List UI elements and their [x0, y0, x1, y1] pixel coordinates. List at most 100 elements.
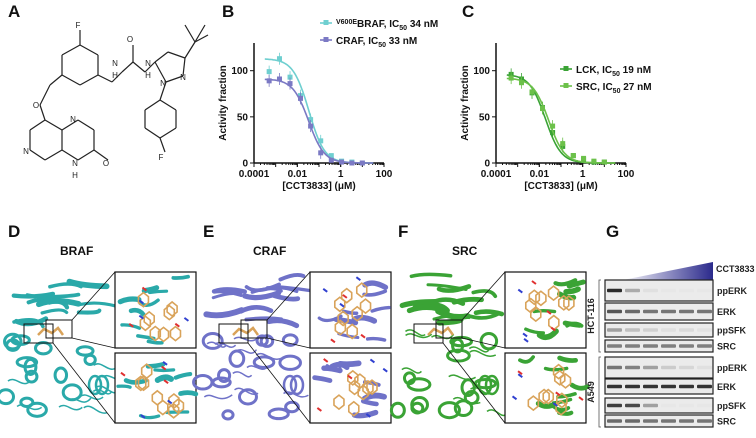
beta-strand	[467, 311, 501, 320]
structure-title-braf: BRAF	[60, 244, 94, 258]
data-point	[529, 89, 535, 95]
ligand-ring	[528, 289, 541, 306]
ligand-ring	[166, 300, 178, 317]
ribbon	[362, 280, 389, 291]
data-point	[539, 106, 545, 112]
beta-strand	[412, 302, 450, 313]
alpha-helix	[75, 345, 95, 357]
atom-label: H	[72, 171, 78, 180]
alpha-helix	[267, 407, 290, 421]
residue-atom	[382, 367, 388, 373]
data-point	[560, 141, 566, 147]
alpha-helix	[410, 401, 425, 415]
protein-band	[679, 288, 694, 293]
beta-strand	[266, 318, 300, 329]
data-point	[601, 159, 607, 165]
data-point	[359, 160, 365, 166]
concentration-gradient-triangle	[618, 262, 713, 281]
ribbon	[116, 384, 132, 389]
protein-band	[625, 328, 640, 332]
bond	[39, 104, 46, 121]
bond	[154, 51, 169, 63]
bond	[159, 99, 177, 111]
residue-atom	[552, 402, 558, 407]
data-point	[287, 81, 293, 87]
protein-band	[679, 365, 694, 370]
alpha-helix	[484, 374, 500, 396]
protein-panel-craf	[192, 271, 392, 424]
protein-band	[607, 328, 622, 332]
ribbon	[536, 328, 559, 341]
legend-subscript: 50	[613, 88, 621, 95]
loop	[233, 336, 260, 342]
blot-row-label: ppSFK	[717, 326, 746, 336]
protein-band	[661, 288, 676, 293]
legend-subscript: 50	[399, 25, 407, 32]
protein-band	[625, 384, 640, 389]
bond	[79, 44, 99, 56]
panel-label-d: D	[8, 222, 21, 241]
beta-strand	[279, 285, 311, 293]
x-tick-label: 0.01	[530, 169, 550, 180]
chart-c: 0 50 100 0.0001 0.01 1 100 [CCT3833] (μM) Activi…	[460, 43, 652, 192]
alpha-helix	[26, 401, 48, 418]
ribbon	[524, 327, 546, 335]
ribbon	[147, 289, 169, 295]
blot-row-label: ppSFK	[717, 401, 746, 411]
ribbon	[360, 398, 379, 407]
data-point	[328, 157, 334, 163]
ligand-ring	[140, 363, 153, 380]
residue-atom	[355, 276, 361, 282]
atom-label: N	[72, 159, 78, 168]
protein-band	[661, 309, 676, 314]
panel-label-a: A	[8, 2, 21, 21]
connector-line	[71, 271, 116, 321]
ligand-ring	[542, 388, 555, 405]
x-tick-label: 100	[618, 169, 635, 180]
ligand-ring	[137, 291, 150, 308]
inset-bottom	[114, 352, 199, 424]
atom-label: N	[23, 147, 29, 156]
data-point	[318, 150, 324, 156]
data-point	[339, 159, 345, 165]
alpha-helix	[0, 388, 16, 406]
bond	[111, 71, 123, 83]
residue-atom	[369, 358, 376, 364]
residue-atom	[347, 374, 353, 380]
ribbon	[351, 409, 379, 419]
alpha-helix	[406, 377, 432, 392]
protein-band	[661, 403, 676, 408]
atom-label: O	[127, 35, 133, 44]
ligand-ring	[538, 388, 550, 405]
ligand-ring	[529, 306, 542, 323]
atom-label: N	[112, 59, 118, 68]
blot-row-label: ERK	[717, 382, 737, 392]
inset-bottom	[504, 352, 590, 424]
residue-atom	[342, 294, 348, 299]
protein-band	[661, 384, 676, 389]
y-tick-label: 50	[479, 112, 491, 123]
ribbon	[178, 390, 199, 397]
structure-title-craf: CRAF	[253, 244, 287, 258]
protein-band	[607, 384, 622, 389]
legend-marker	[323, 37, 329, 42]
x-tick-label: 0.0001	[481, 169, 512, 180]
residue-atom	[522, 332, 528, 338]
loop	[452, 397, 481, 405]
legend-name: BRAF, IC	[357, 19, 399, 30]
bond	[49, 74, 63, 86]
ligand-ring	[524, 297, 537, 314]
connector-line	[266, 337, 311, 349]
legend-subscript: 50	[612, 71, 620, 78]
bond	[121, 61, 134, 73]
bond	[144, 61, 156, 73]
residue-atom	[174, 322, 180, 328]
beta-strand	[76, 308, 102, 315]
data-point	[508, 75, 514, 81]
ribbon	[553, 278, 578, 287]
ribbon	[562, 320, 583, 328]
atom-label: N	[180, 73, 186, 82]
x-tick-label: 1	[338, 169, 344, 180]
cell-line-label: A549	[586, 381, 596, 403]
